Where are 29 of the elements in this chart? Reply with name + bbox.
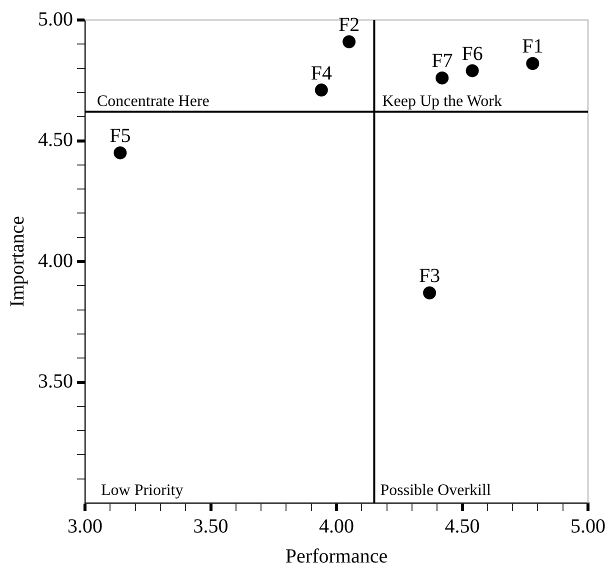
point [114,146,127,160]
point [423,286,436,300]
y-tick-label: 4.50 [38,129,73,151]
x-tick-label: 4.00 [319,515,354,538]
series-label: F1 [522,36,544,58]
series-label: F3 [418,265,440,288]
x-tick-label: 3.50 [193,515,228,538]
annotation: Low Priority [101,482,184,499]
series-label: F4 [310,62,332,84]
series-label: F6 [462,42,483,65]
x-tick-label: 4.50 [444,515,480,538]
y-axis-title: Importance [6,216,28,308]
series-label: F2 [338,14,360,36]
x-tick-label: 3.00 [68,515,102,538]
annotation: Possible Overkill [380,482,492,499]
y-tick-label: 3.50 [38,370,73,392]
series-label: F7 [432,50,453,72]
y-tick-label: 5.00 [38,8,73,30]
x-tick-label: 5.00 [570,515,606,538]
point [314,84,328,97]
annotation: Keep Up the Work [382,92,502,110]
point [466,64,479,78]
y-tick-label: 4.00 [38,250,73,272]
series-label: F5 [110,125,131,148]
point [526,56,540,70]
x-axis-title: Performance [285,545,388,568]
point [342,35,356,48]
point [436,71,449,84]
annotation: Concentrate Here [97,92,210,110]
